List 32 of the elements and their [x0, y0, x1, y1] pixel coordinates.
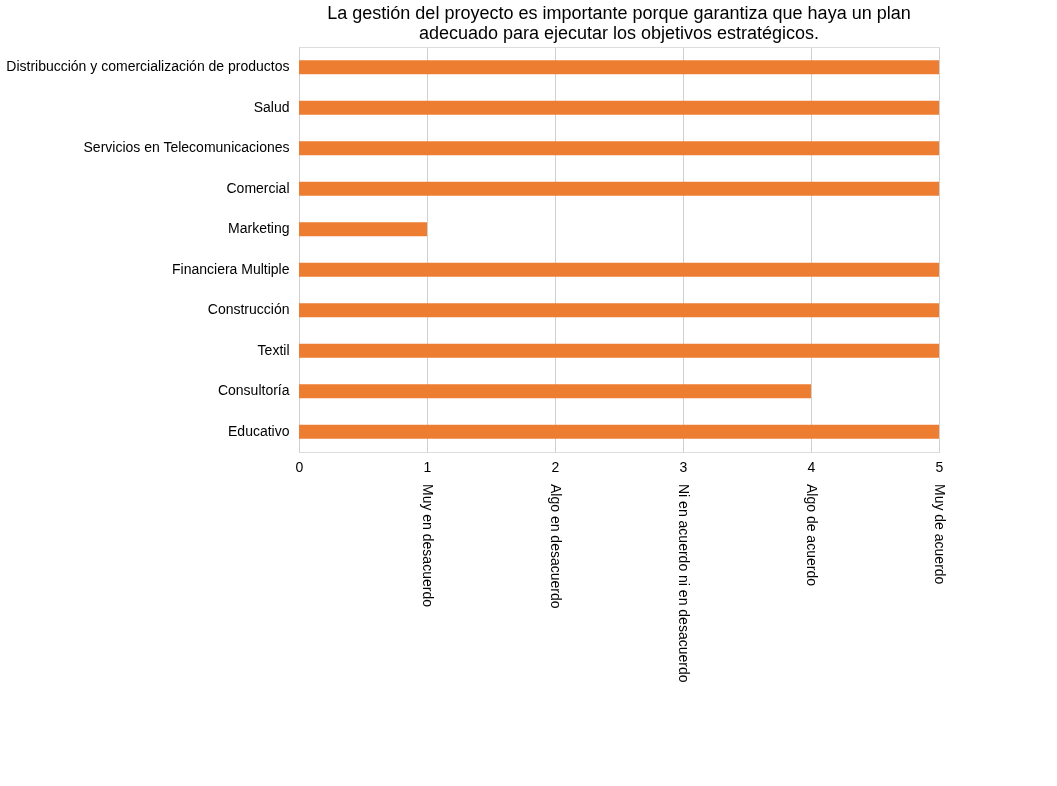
y-tick-label: Educativo [228, 422, 290, 439]
chart-title: La gestión del proyecto es importante porque garantiza que haya un plan adecuado para ejecutar los objetivos estratégicos. [327, 3, 911, 43]
y-tick-label: Textil [257, 341, 290, 358]
x-tick-label: 5 [935, 458, 944, 475]
bar [299, 303, 939, 318]
bar [299, 100, 939, 115]
bar [299, 384, 811, 399]
x-tick-label: 4 [807, 458, 816, 475]
bar [299, 343, 939, 358]
text: Muy en desacuerdo [420, 484, 436, 608]
text: Ni en acuerdo ni en desacuerdo [676, 484, 692, 683]
y-tick-label: Construcción [207, 301, 290, 318]
bar [299, 424, 939, 439]
text: Muy de acuerdo [932, 484, 948, 585]
x-tick-label: 0 [295, 458, 304, 475]
y-tick-label: Financiera Multiple [172, 260, 290, 277]
text: Algo de acuerdo [804, 484, 820, 587]
y-tick-label: Marketing [228, 220, 290, 237]
bar [299, 60, 939, 75]
y-tick-label: Comercial [226, 179, 290, 196]
bar [299, 141, 939, 156]
text: Algo en desacuerdo [548, 484, 564, 609]
y-tick-label: Servicios en Telecomunicaciones [83, 139, 290, 156]
x-tick-label: 3 [679, 458, 688, 475]
bar [299, 222, 427, 237]
bar [299, 181, 939, 196]
x-tick-label: 2 [551, 458, 560, 475]
y-tick-label: Consultoría [217, 382, 290, 399]
y-tick-label: Salud [253, 98, 290, 115]
y-tick-label: Distribucción y comercialización de productos [6, 58, 290, 75]
bar [299, 262, 939, 277]
x-tick-label: 1 [423, 458, 432, 475]
